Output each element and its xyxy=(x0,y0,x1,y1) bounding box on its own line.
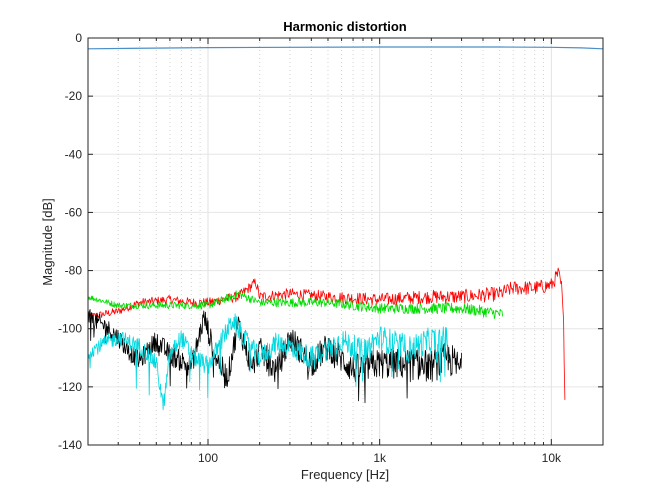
y-axis-label: Magnitude [dB] xyxy=(40,198,55,285)
x-tick-label: 1k xyxy=(373,451,387,465)
plot-area xyxy=(88,46,603,411)
y-tick-label: -140 xyxy=(58,438,82,452)
series-line-2 xyxy=(88,290,503,320)
y-tick-label: -80 xyxy=(65,264,83,278)
axes-box xyxy=(87,37,604,446)
y-tick-label: -40 xyxy=(65,147,83,161)
y-tick-label: -120 xyxy=(58,380,82,394)
series-line-1 xyxy=(88,267,566,400)
y-tick-label: -100 xyxy=(58,322,82,336)
series-line-0 xyxy=(88,46,603,50)
chart-title: Harmonic distortion xyxy=(283,19,407,34)
y-tick-label: 0 xyxy=(75,31,82,45)
x-tick-label: 10k xyxy=(542,451,562,465)
y-tick-label: -20 xyxy=(65,89,83,103)
x-tick-label: 100 xyxy=(198,451,218,465)
series-line-3 xyxy=(88,309,462,404)
y-tick-label: -60 xyxy=(65,205,83,219)
series-line-4 xyxy=(88,313,449,411)
x-axis-label: Frequency [Hz] xyxy=(301,467,389,482)
grid-lines xyxy=(87,37,604,446)
axes: 0 -20 -40 -60 -80 -100 -120 -140 100 1k 10k xyxy=(58,31,604,465)
